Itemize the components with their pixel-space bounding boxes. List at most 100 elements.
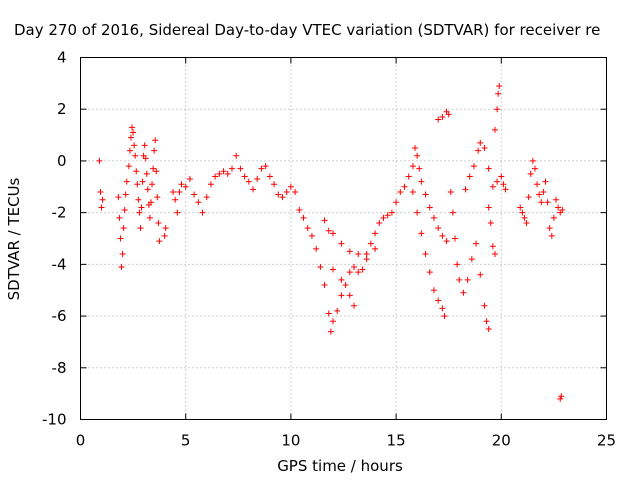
data-point bbox=[550, 214, 557, 221]
data-point bbox=[372, 230, 379, 237]
data-point bbox=[155, 219, 162, 226]
y-tick-label: -4 bbox=[52, 255, 67, 273]
data-point bbox=[120, 225, 127, 232]
data-point bbox=[96, 157, 103, 164]
data-point bbox=[388, 209, 395, 216]
data-point bbox=[384, 212, 391, 219]
data-point bbox=[372, 245, 379, 252]
data-point bbox=[125, 163, 132, 170]
data-point bbox=[228, 165, 235, 172]
data-point bbox=[150, 165, 157, 172]
data-point bbox=[483, 318, 490, 325]
data-point bbox=[405, 173, 412, 180]
data-point bbox=[266, 173, 273, 180]
data-point bbox=[525, 194, 532, 201]
data-point bbox=[220, 168, 227, 175]
x-axis-label: GPS time / hours bbox=[277, 457, 403, 475]
data-point bbox=[99, 196, 106, 203]
data-point bbox=[534, 181, 541, 188]
data-point bbox=[338, 276, 345, 283]
data-point bbox=[468, 256, 475, 263]
data-point bbox=[313, 245, 320, 252]
data-point bbox=[439, 232, 446, 239]
y-tick-label: -2 bbox=[52, 204, 67, 222]
data-point bbox=[116, 214, 123, 221]
data-point bbox=[141, 142, 148, 149]
data-point bbox=[498, 173, 505, 180]
data-point bbox=[329, 318, 336, 325]
data-point bbox=[485, 204, 492, 211]
data-point bbox=[152, 137, 159, 144]
data-point bbox=[117, 235, 124, 242]
data-point bbox=[178, 181, 185, 188]
data-point bbox=[495, 90, 502, 97]
data-point bbox=[538, 199, 545, 206]
data-point bbox=[523, 219, 530, 226]
axis-ticks bbox=[80, 57, 607, 420]
data-point bbox=[139, 178, 146, 185]
data-point bbox=[460, 289, 467, 296]
data-point bbox=[233, 152, 240, 159]
data-point bbox=[144, 186, 151, 193]
data-point bbox=[481, 302, 488, 309]
x-tick-label: 0 bbox=[76, 432, 86, 450]
data-point bbox=[241, 173, 248, 180]
data-point bbox=[199, 209, 206, 216]
data-point bbox=[517, 204, 524, 211]
data-point bbox=[325, 227, 332, 234]
data-point bbox=[149, 181, 156, 188]
chart-title: Day 270 of 2016, Sidereal Day-to-day VTE… bbox=[14, 21, 600, 39]
y-tick-label: -10 bbox=[42, 411, 67, 429]
data-point bbox=[426, 269, 433, 276]
data-point bbox=[527, 170, 534, 177]
data-point bbox=[334, 307, 341, 314]
data-point bbox=[207, 181, 214, 188]
data-point bbox=[435, 116, 442, 123]
data-point bbox=[133, 168, 140, 175]
data-point bbox=[414, 152, 421, 159]
y-tick-label: 0 bbox=[57, 152, 67, 170]
data-point bbox=[97, 188, 104, 195]
data-point bbox=[456, 276, 463, 283]
data-point bbox=[494, 106, 501, 113]
data-point bbox=[262, 163, 269, 170]
data-point bbox=[491, 251, 498, 258]
data-point bbox=[445, 111, 452, 118]
data-point bbox=[191, 191, 198, 198]
data-point bbox=[203, 194, 210, 201]
data-point bbox=[129, 124, 136, 131]
data-point bbox=[308, 232, 315, 239]
data-point bbox=[430, 287, 437, 294]
data-point bbox=[367, 240, 374, 247]
data-point bbox=[544, 199, 551, 206]
data-point bbox=[435, 297, 442, 304]
data-point bbox=[454, 261, 461, 268]
data-point bbox=[473, 240, 480, 247]
data-point bbox=[118, 263, 125, 270]
data-point bbox=[329, 230, 336, 237]
data-point bbox=[489, 183, 496, 190]
data-point bbox=[135, 196, 142, 203]
data-point bbox=[376, 219, 383, 226]
data-point bbox=[254, 176, 261, 183]
x-tick-label: 10 bbox=[281, 432, 300, 450]
data-point bbox=[393, 199, 400, 206]
data-point bbox=[536, 191, 543, 198]
data-point bbox=[338, 240, 345, 247]
data-point bbox=[449, 209, 456, 216]
data-point bbox=[275, 191, 282, 198]
data-point bbox=[485, 165, 492, 172]
data-point bbox=[412, 145, 419, 151]
data-point bbox=[409, 163, 416, 170]
data-point bbox=[477, 139, 484, 146]
data-point bbox=[321, 282, 328, 289]
data-point bbox=[224, 170, 231, 177]
data-point bbox=[494, 178, 501, 185]
data-point bbox=[548, 232, 555, 239]
data-point bbox=[475, 147, 482, 154]
data-point bbox=[441, 313, 448, 320]
data-point bbox=[195, 199, 202, 206]
data-point bbox=[346, 248, 353, 255]
data-point bbox=[161, 232, 168, 239]
data-point bbox=[363, 256, 370, 263]
